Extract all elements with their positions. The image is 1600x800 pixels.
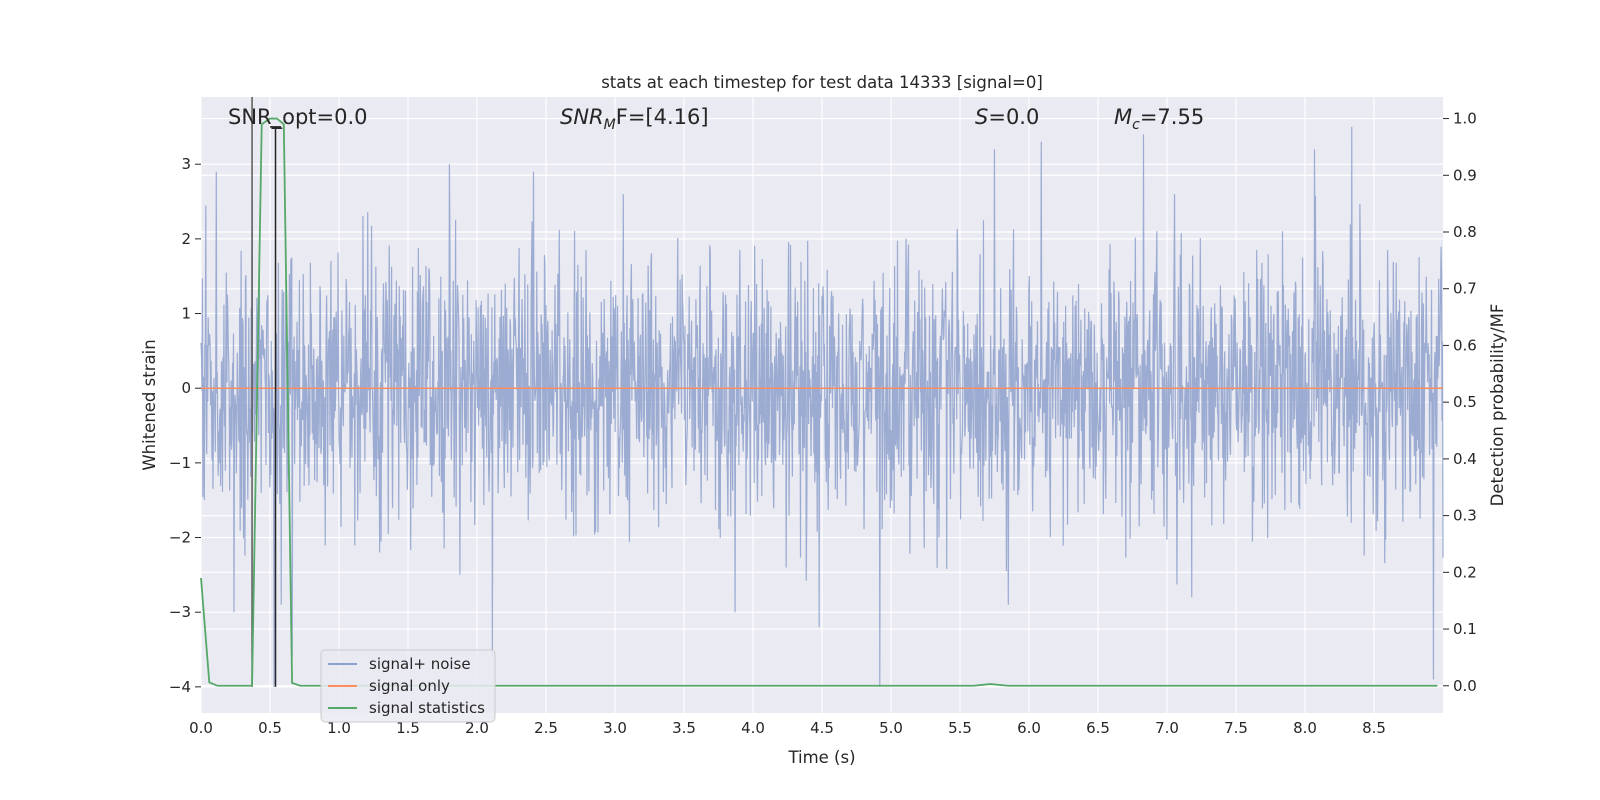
annotation-s: S=0.0 (975, 105, 1039, 129)
x-tick-label: 3.5 (672, 719, 696, 737)
x-axis-label: Time (s) (787, 748, 855, 767)
x-tick-label: 3.0 (603, 719, 627, 737)
right-y-tick-label: 1.0 (1453, 110, 1477, 128)
annotation-snr-opt: SNR_opt=0.0 (228, 105, 368, 130)
line-signal-statistics (200, 117, 1438, 687)
right-y-tick-label: 0.5 (1453, 393, 1477, 411)
series-signal-noise (200, 126, 1444, 687)
right-y-axis-label: Detection probability/MF (1488, 304, 1507, 507)
x-tick-label: 8.5 (1362, 719, 1386, 737)
series-signal-statistics (200, 117, 1438, 687)
annotation-mc: Mc=7.55 (1114, 105, 1204, 133)
x-tick-label: 8.0 (1293, 719, 1317, 737)
legend: signal+ noise signal only signal statist… (320, 649, 496, 723)
left-y-axis-label: Whitened strain (140, 339, 159, 470)
grid-lines (200, 97, 1443, 713)
right-y-axis-ticks: 0.0 0.1 0.2 0.3 0.4 0.5 0.6 0.7 0.8 0.9 1.0 (1443, 110, 1477, 695)
x-tick-label: 1.0 (327, 719, 351, 737)
right-y-tick-label: 0.9 (1453, 166, 1477, 184)
x-tick-label: 0.0 (189, 719, 213, 737)
right-y-tick-label: 0.2 (1453, 563, 1477, 581)
left-y-tick-label: −4 (169, 678, 191, 696)
legend-box (320, 649, 496, 723)
x-tick-label: 2.5 (534, 719, 558, 737)
right-y-tick-label: 0.4 (1453, 450, 1477, 468)
right-y-tick-label: 0.0 (1453, 677, 1477, 695)
legend-label-signal-noise: signal+ noise (369, 655, 471, 673)
left-y-tick-label: −1 (169, 454, 191, 472)
left-y-tick-label: −2 (169, 529, 191, 547)
x-tick-label: 5.5 (948, 719, 972, 737)
x-tick-label: 4.5 (810, 719, 834, 737)
legend-label-signal-statistics: signal statistics (369, 699, 485, 717)
left-y-tick-label: 1 (181, 305, 191, 323)
legend-label-signal-only: signal only (369, 677, 450, 695)
left-y-tick-label: 3 (181, 155, 191, 173)
x-axis-ticks: 0.0 0.5 1.0 1.5 2.0 2.5 3.0 3.5 4.0 4.5 5.0 5.5 6.0 6… (189, 719, 1386, 737)
chart-title: stats at each timestep for test data 143… (601, 73, 1043, 92)
left-y-tick-label: 0 (181, 379, 191, 397)
right-y-tick-label: 0.8 (1453, 223, 1477, 241)
x-tick-label: 7.5 (1224, 719, 1248, 737)
x-tick-label: 6.0 (1017, 719, 1041, 737)
right-y-tick-label: 0.3 (1453, 507, 1477, 525)
left-y-tick-label: 2 (181, 230, 191, 248)
marker-lines (251, 97, 282, 687)
left-y-tick-label: −3 (169, 603, 191, 621)
x-tick-label: 6.5 (1086, 719, 1110, 737)
x-tick-label: 7.0 (1155, 719, 1179, 737)
left-y-axis-ticks: −4 −3 −2 −1 0 1 2 3 (169, 155, 201, 696)
x-tick-label: 1.5 (396, 719, 420, 737)
x-tick-label: 0.5 (258, 719, 282, 737)
right-y-tick-label: 0.7 (1453, 280, 1477, 298)
x-tick-label: 4.0 (741, 719, 765, 737)
right-y-tick-label: 0.1 (1453, 620, 1477, 638)
annotation-snr-mf: SNRMF=[4.16] (560, 105, 709, 133)
x-tick-label: 5.0 (879, 719, 903, 737)
x-tick-label: 2.0 (465, 719, 489, 737)
right-y-tick-label: 0.6 (1453, 336, 1477, 354)
line-signal-noise (200, 126, 1444, 687)
